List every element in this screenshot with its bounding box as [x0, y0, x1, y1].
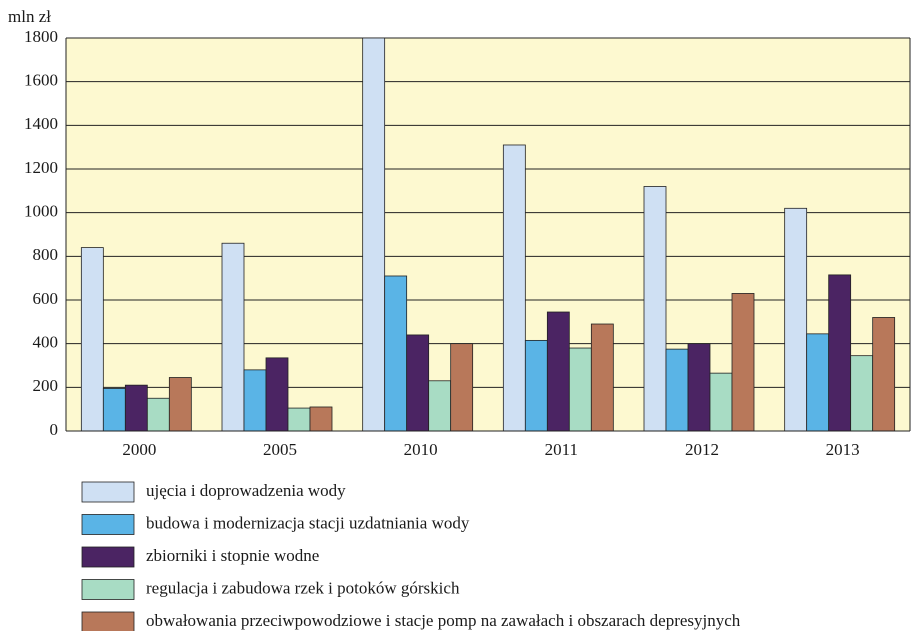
bar: [806, 333, 830, 432]
y-tick-label: 1800: [24, 27, 58, 46]
x-tick-label: 2012: [685, 440, 719, 459]
bar: [502, 144, 526, 432]
y-tick-label: 600: [33, 289, 59, 308]
y-tick-label: 200: [33, 376, 59, 395]
legend-swatch: [81, 481, 135, 503]
bar: [590, 323, 614, 432]
legend-swatch: [81, 514, 135, 535]
bar: [362, 37, 386, 432]
x-tick-label: 2010: [404, 440, 438, 459]
y-tick-label: 400: [33, 333, 59, 352]
bar: [221, 242, 245, 432]
x-tick-label: 2011: [545, 440, 578, 459]
legend-label: obwałowania przeciwpowodziowe i stacje p…: [146, 611, 741, 630]
legend-label: ujęcia i doprowadzenia wody: [146, 481, 346, 500]
bar: [406, 334, 430, 432]
bar: [731, 293, 755, 432]
bar: [524, 339, 548, 432]
bar: [828, 274, 852, 432]
y-tick-label: 0: [50, 420, 59, 439]
bar: [687, 343, 711, 432]
bar: [428, 380, 452, 432]
y-tick-label: 800: [33, 245, 59, 264]
bar: [309, 406, 333, 432]
bar: [80, 247, 104, 432]
bar: [568, 347, 592, 432]
x-tick-label: 2005: [263, 440, 297, 459]
legend-swatch: [81, 611, 135, 633]
bar: [850, 355, 874, 432]
x-tick-label: 2013: [826, 440, 860, 459]
plot-area: [66, 38, 910, 431]
y-axis-label: mln zł: [8, 7, 51, 26]
bar: [124, 384, 148, 432]
bar: [872, 317, 896, 432]
bar: [784, 207, 808, 432]
y-tick-label: 1600: [24, 71, 58, 90]
bar: [450, 343, 474, 432]
bar: [384, 275, 408, 432]
bar: [709, 372, 733, 432]
y-tick-label: 1200: [24, 158, 58, 177]
bar: [168, 377, 192, 432]
bar: [146, 397, 170, 432]
bar: [102, 388, 126, 432]
bar: [546, 311, 570, 432]
bar: [265, 357, 289, 432]
legend-label: regulacja i zabudowa rzek i potoków górs…: [146, 578, 460, 597]
legend-label: zbiorniki i stopnie wodne: [146, 546, 319, 565]
bar: [643, 186, 667, 432]
legend-swatch: [81, 546, 135, 568]
legend-swatch: [81, 579, 135, 600]
bar: [243, 369, 267, 432]
x-tick-label: 2000: [122, 440, 156, 459]
y-tick-label: 1000: [24, 202, 58, 221]
y-tick-label: 1400: [24, 114, 58, 133]
bar: [287, 407, 311, 432]
legend-label: budowa i modernizacja stacji uzdatniania…: [146, 513, 470, 532]
bar: [665, 348, 689, 432]
